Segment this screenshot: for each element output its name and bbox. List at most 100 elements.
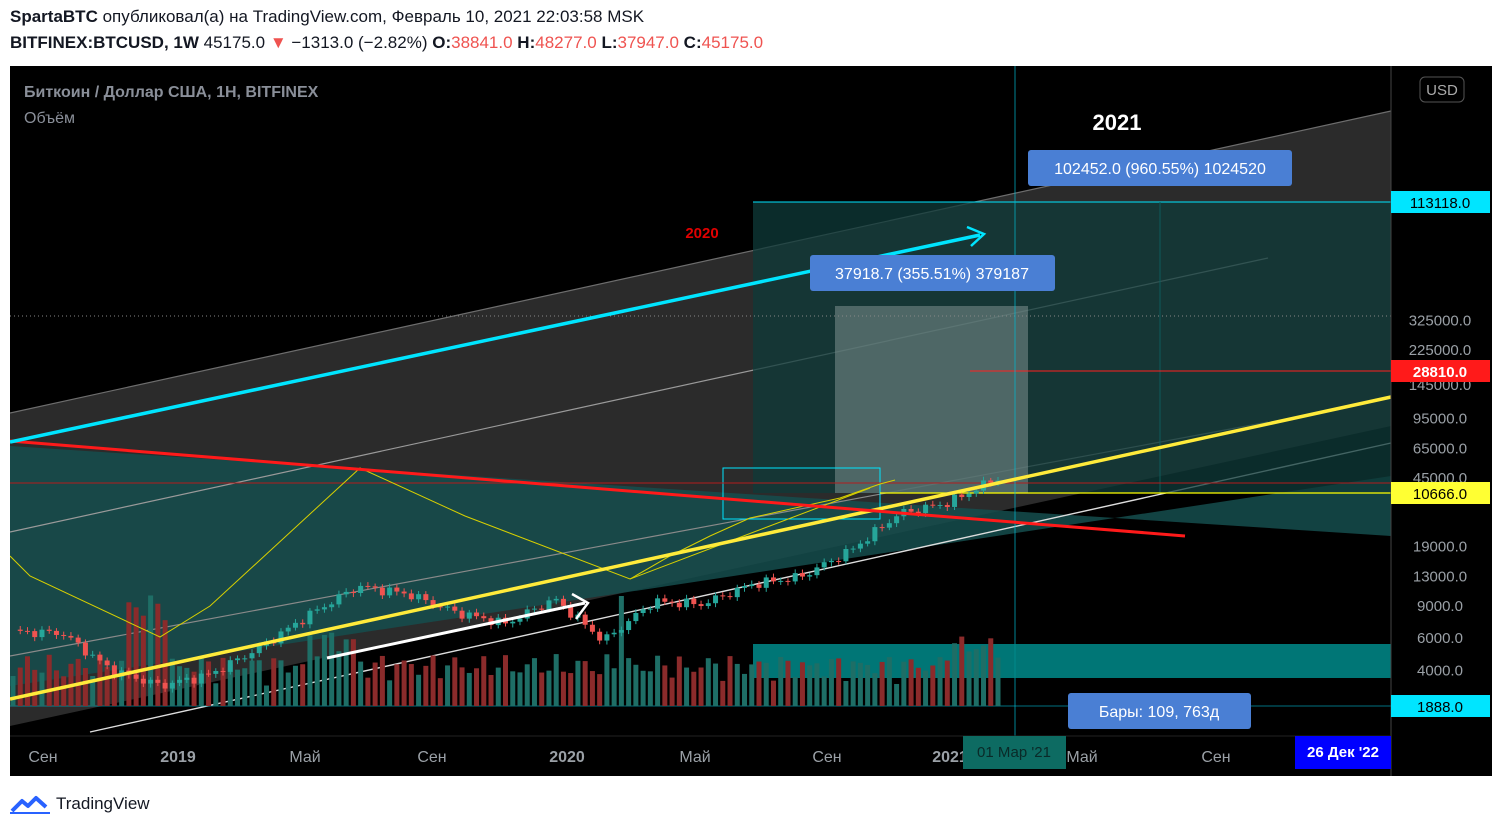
volume-bar bbox=[104, 666, 110, 706]
chart-legend-title: Биткоин / Доллар США, 1Н, BITFINEX bbox=[24, 84, 319, 101]
candle bbox=[843, 545, 849, 565]
candle-body bbox=[763, 577, 769, 588]
volume-bar bbox=[546, 670, 552, 706]
volume-bar bbox=[358, 661, 364, 706]
x-tick-label: Май bbox=[289, 749, 320, 766]
volume-bar bbox=[329, 632, 335, 706]
candle bbox=[720, 592, 726, 600]
volume-bar bbox=[213, 683, 219, 706]
price-axis[interactable]: 325000.0225000.0145000.095000.065000.045… bbox=[1409, 313, 1472, 714]
volume-bar bbox=[836, 658, 842, 706]
author[interactable]: SpartaBTC bbox=[10, 7, 98, 26]
candle-body bbox=[531, 608, 537, 610]
volume-bar bbox=[148, 595, 154, 706]
candle-body bbox=[249, 653, 255, 659]
chart-svg[interactable]: 325000.0225000.0145000.095000.065000.045… bbox=[10, 66, 1492, 776]
candle bbox=[510, 619, 516, 628]
candle-body bbox=[452, 606, 458, 611]
candle bbox=[698, 600, 704, 610]
volume-bar bbox=[597, 674, 603, 706]
volume-bar bbox=[807, 665, 813, 706]
candle-body bbox=[466, 612, 472, 619]
volume-bar bbox=[589, 671, 595, 706]
candle bbox=[886, 519, 892, 531]
volume-bar bbox=[90, 675, 96, 706]
candle-body bbox=[177, 679, 183, 683]
candle-body bbox=[133, 674, 139, 679]
volume-bar bbox=[263, 685, 269, 706]
candle bbox=[676, 599, 682, 611]
low-value: 37947.0 bbox=[617, 33, 679, 52]
volume-bar bbox=[82, 668, 88, 706]
volume-bar bbox=[865, 665, 871, 706]
volume-bar bbox=[249, 660, 255, 706]
candle-body bbox=[908, 508, 914, 512]
candle-body bbox=[713, 595, 719, 604]
candle-body bbox=[162, 682, 168, 689]
bars-info-text: Бары: 109, 763д bbox=[1099, 704, 1220, 721]
volume-bar bbox=[466, 672, 472, 706]
candle-body bbox=[799, 573, 805, 577]
candle bbox=[191, 675, 197, 688]
volume-bar bbox=[662, 665, 668, 706]
volume-bar bbox=[191, 671, 197, 706]
volume-bar bbox=[966, 651, 972, 706]
volume-bar bbox=[242, 668, 248, 706]
volume-bar bbox=[952, 643, 958, 706]
candle-body bbox=[937, 505, 943, 507]
currency-button[interactable]: USD bbox=[1426, 82, 1458, 99]
volume-bar bbox=[655, 655, 661, 706]
volume-bar bbox=[495, 667, 501, 706]
candle bbox=[155, 676, 161, 686]
volume-bar bbox=[560, 671, 566, 706]
candle bbox=[307, 608, 313, 629]
high-value: 48277.0 bbox=[535, 33, 597, 52]
volume-bar bbox=[901, 661, 907, 706]
candle bbox=[452, 602, 458, 614]
volume-bar bbox=[17, 667, 23, 706]
candle-body bbox=[220, 670, 226, 672]
footer-brand[interactable]: TradingView bbox=[56, 794, 150, 813]
candle bbox=[82, 639, 88, 660]
candle-body bbox=[278, 631, 284, 644]
y-tick-label: 225000.0 bbox=[1409, 342, 1472, 359]
volume-bar bbox=[647, 671, 653, 706]
volume-bar bbox=[734, 663, 740, 706]
candle-body bbox=[329, 604, 335, 608]
candle bbox=[358, 582, 364, 597]
candle-body bbox=[836, 560, 842, 562]
volume-bar bbox=[908, 659, 914, 706]
volume-bar bbox=[321, 634, 327, 706]
candle-body bbox=[691, 598, 697, 605]
candle-body bbox=[589, 624, 595, 632]
volume-bar bbox=[416, 674, 422, 706]
candle-body bbox=[206, 673, 212, 675]
chart-area[interactable]: 325000.0 225000.0 145000.0 95000.0 65000.0 45… bbox=[10, 66, 1492, 776]
candle-body bbox=[387, 587, 393, 596]
candle bbox=[944, 502, 950, 512]
y-tick-label: 325000.0 bbox=[1409, 313, 1472, 330]
triangle-fill bbox=[10, 446, 1391, 686]
candle bbox=[206, 669, 212, 677]
volume-bar bbox=[445, 665, 451, 706]
volume-bar bbox=[140, 615, 146, 706]
candle-body bbox=[597, 631, 603, 641]
candle-body bbox=[39, 629, 45, 638]
currency-button-frame[interactable] bbox=[1419, 76, 1465, 103]
candle-body bbox=[705, 603, 711, 607]
candle-body bbox=[104, 660, 110, 666]
publish-text: опубликовал(а) на TradingView.com, Февра… bbox=[102, 7, 645, 26]
tradingview-logo-icon[interactable] bbox=[10, 793, 50, 815]
volume-bar bbox=[611, 668, 617, 706]
volume-bar bbox=[915, 667, 921, 706]
volume-bar bbox=[10, 676, 16, 706]
time-axis[interactable]: Сен 2019 Май Сен 2020 Май Сен 2021 Май Сен bbox=[28, 749, 1230, 766]
candle bbox=[423, 591, 429, 604]
volume-bar bbox=[133, 607, 139, 706]
volume-bar bbox=[923, 670, 929, 706]
candle bbox=[46, 625, 52, 634]
candle bbox=[865, 537, 871, 547]
candles bbox=[17, 476, 1001, 693]
candle-body bbox=[966, 493, 972, 498]
volume-bar bbox=[235, 669, 241, 706]
